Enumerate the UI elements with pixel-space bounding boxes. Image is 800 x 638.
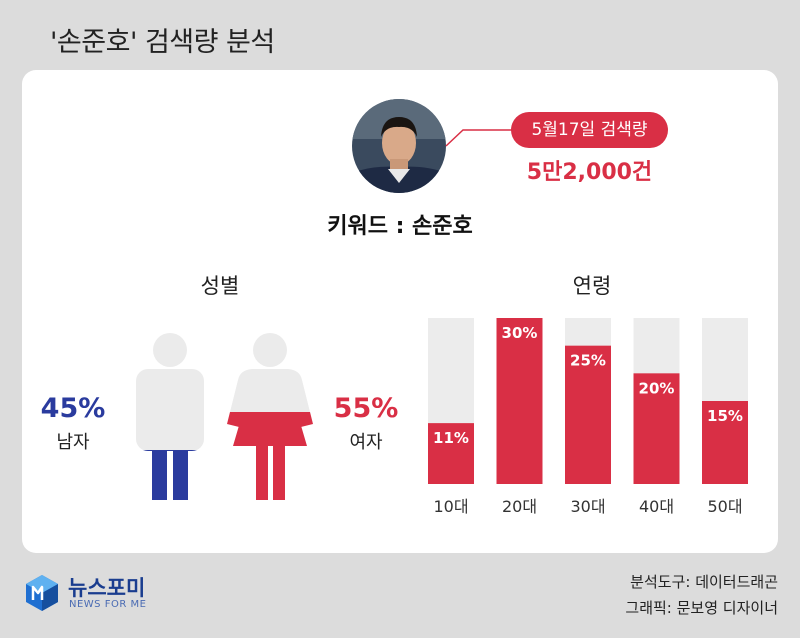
female-figure <box>227 333 313 500</box>
age-bar-value-label: 11% <box>433 429 469 447</box>
age-category-label: 40대 <box>639 497 674 516</box>
gender-section-title: 성별 <box>200 274 240 298</box>
search-count: 5만2,000건 <box>526 160 653 185</box>
age-bar-chart: 11% 10대 30% 20대 25% 30대 20% 40대 15% 50대 <box>428 318 748 516</box>
age-category-label: 20대 <box>502 497 537 516</box>
male-percent: 45% <box>40 393 106 424</box>
callout-connector <box>445 129 512 147</box>
age-bar-40대 <box>633 373 680 484</box>
age-bar-50대 <box>702 401 748 484</box>
search-date-badge: 5월17일 검색량 <box>511 112 668 148</box>
brand-name: 뉴스포미 <box>68 576 146 600</box>
age-bar-10대 <box>428 423 474 484</box>
age-bar-value-label: 25% <box>570 352 606 370</box>
female-label: 여자 <box>349 432 383 453</box>
brand-subtitle: NEWS FOR ME <box>69 599 147 610</box>
age-bar-20대 <box>496 318 543 484</box>
age-bar-value-label: 20% <box>639 379 675 397</box>
age-bar-30대 <box>565 345 611 484</box>
female-percent: 55% <box>333 393 399 424</box>
male-figure <box>136 333 204 500</box>
age-bar-value-label: 15% <box>707 407 743 425</box>
newsforme-logo-icon <box>24 573 60 617</box>
age-bar-value-label: 30% <box>502 324 538 342</box>
age-section-title: 연령 <box>572 274 612 298</box>
male-fill <box>136 450 204 500</box>
age-category-label: 10대 <box>433 497 468 516</box>
female-fill <box>227 412 313 500</box>
keyword-label: 키워드 : 손준호 <box>327 214 473 239</box>
person-photo <box>352 99 446 193</box>
credit-tool: 분석도구: 데이터드래곤 <box>630 573 778 591</box>
credit-graphic: 그래픽: 문보영 디자이너 <box>625 599 778 617</box>
age-category-label: 30대 <box>570 497 605 516</box>
page-title: '손준호' 검색량 분석 <box>50 27 275 58</box>
age-category-label: 50대 <box>707 497 742 516</box>
male-label: 남자 <box>56 432 90 453</box>
